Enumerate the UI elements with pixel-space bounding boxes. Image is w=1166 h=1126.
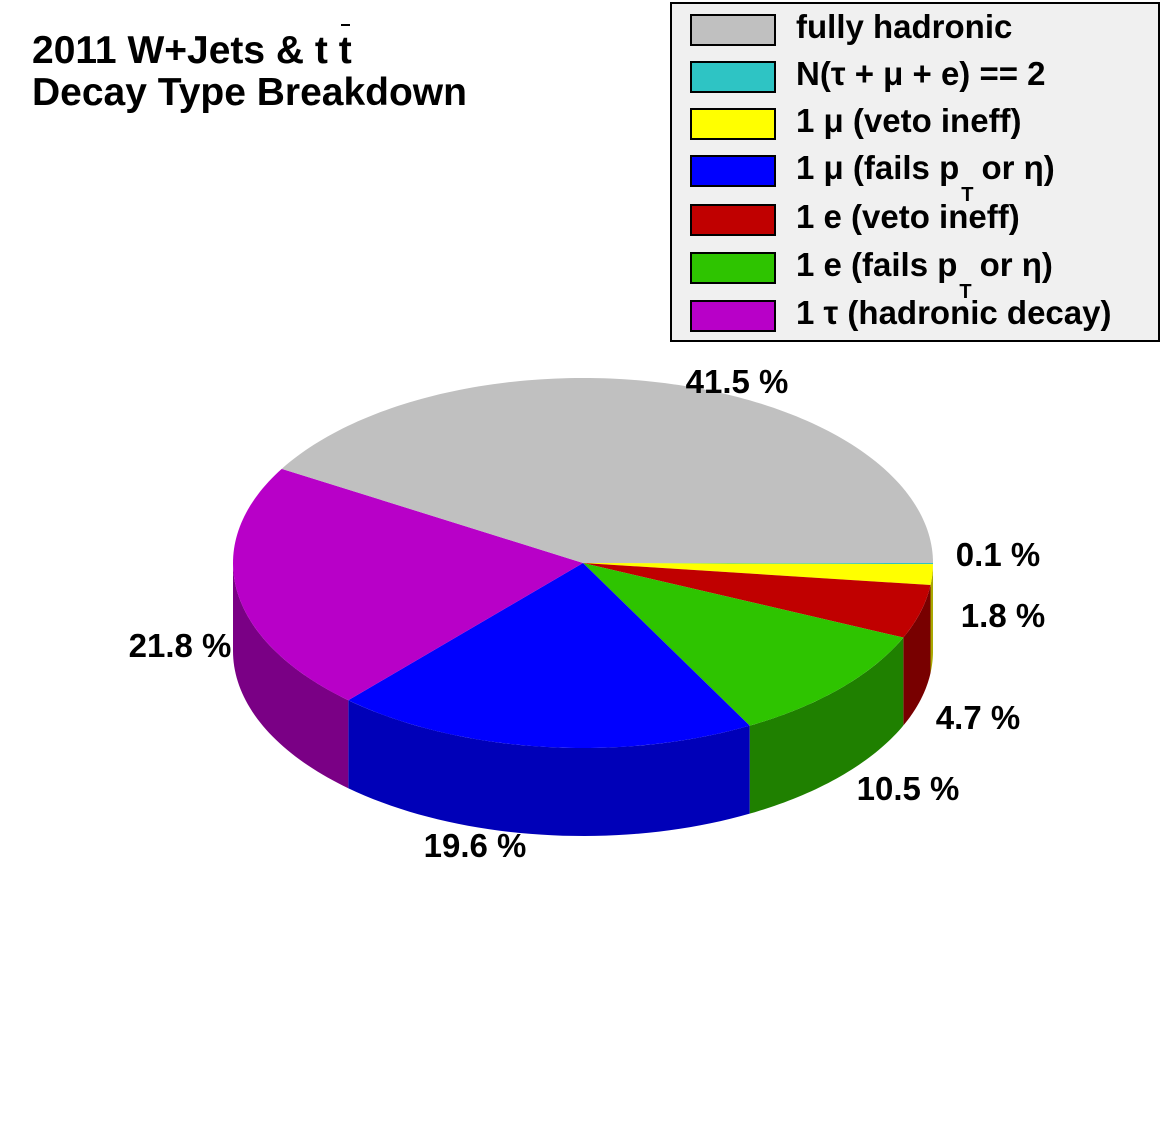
legend-swatch [690,204,776,236]
pie-slice [583,563,933,565]
pie-side-wall [930,564,933,674]
legend-entry: fully hadronic [688,6,1158,50]
pie-slice [348,563,750,748]
title-line1: 2011 W+Jets & t [32,29,339,72]
chart-title: 2011 W+Jets & t t Decay Type Breakdown [32,24,467,114]
pie-value-label: 4.7 % [936,699,1020,736]
legend-swatch [690,61,776,93]
legend-entry: 1 e (veto ineff) [688,196,1158,240]
pie-slice [233,468,583,701]
pie-value-label: 1.8 % [961,597,1045,634]
legend-swatch [690,14,776,46]
legend-entry: N(τ + μ + e) == 2 [688,53,1158,97]
pie-side-wall [348,700,750,836]
pie-value-label: 19.6 % [424,827,527,864]
legend: fully hadronic N(τ + μ + e) == 2 1 μ (veto… [670,2,1160,342]
legend-label: 1 μ (fails pTor η) [796,149,1055,206]
legend-swatch [690,300,776,332]
legend-label: 1 e (veto ineff) [796,198,1020,235]
pie-slice [583,563,933,586]
pie-side-wall [903,585,931,726]
pie-value-label: 0.1 % [956,536,1040,573]
legend-label: 1 e (fails pTor η) [796,246,1053,303]
pie-slice [281,378,933,563]
pie-value-label: 21.8 % [129,627,232,664]
pie-value-label: 10.5 % [857,770,960,807]
legend-label: 1 τ (hadronic decay) [796,294,1112,331]
pie-slice [583,563,904,726]
legend-swatch [690,252,776,284]
legend-label: 1 μ (veto ineff) [796,102,1022,139]
title-line2: Decay Type Breakdown [32,71,467,114]
pie-side-wall [233,563,349,789]
legend-entry: 1 μ (fails pTor η) [688,147,1158,206]
legend-label: N(τ + μ + e) == 2 [796,55,1046,92]
pie-value-label: 41.5 % [686,363,789,400]
pie-slice [583,563,931,638]
legend-swatch [690,108,776,140]
legend-entry: 1 μ (veto ineff) [688,100,1158,144]
legend-label: fully hadronic [796,8,1013,45]
title-t-bar: t [338,24,352,72]
legend-swatch [690,155,776,187]
pie-side-wall [749,637,904,814]
legend-entry: 1 τ (hadronic decay) [688,292,1158,336]
legend-entry: 1 e (fails pTor η) [688,244,1158,303]
